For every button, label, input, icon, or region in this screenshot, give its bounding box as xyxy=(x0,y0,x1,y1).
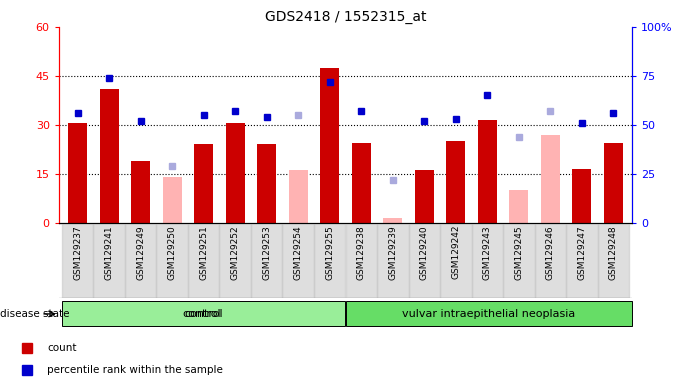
Bar xyxy=(446,141,465,223)
Bar xyxy=(509,190,529,223)
Bar xyxy=(440,223,471,298)
Bar xyxy=(156,223,188,298)
Bar xyxy=(503,223,535,298)
Bar xyxy=(352,143,370,223)
Text: GSM129249: GSM129249 xyxy=(136,225,145,280)
Bar xyxy=(598,223,629,298)
Text: GSM129242: GSM129242 xyxy=(451,225,460,280)
Bar xyxy=(226,123,245,223)
Text: percentile rank within the sample: percentile rank within the sample xyxy=(47,364,223,375)
Text: control: control xyxy=(184,309,223,319)
Text: vulvar intraepithelial neoplasia: vulvar intraepithelial neoplasia xyxy=(402,309,576,319)
Bar xyxy=(251,223,283,298)
Text: GSM129252: GSM129252 xyxy=(231,225,240,280)
Text: disease state: disease state xyxy=(0,309,70,319)
Bar xyxy=(257,144,276,223)
Bar xyxy=(377,223,408,298)
Bar xyxy=(566,223,598,298)
Bar xyxy=(604,143,623,223)
Text: control: control xyxy=(182,309,221,319)
Bar xyxy=(93,223,125,298)
Bar xyxy=(162,177,182,223)
Text: GSM129245: GSM129245 xyxy=(514,225,523,280)
Text: GSM129251: GSM129251 xyxy=(199,225,208,280)
Bar xyxy=(194,144,213,223)
Text: GSM129237: GSM129237 xyxy=(73,225,82,280)
Title: GDS2418 / 1552315_at: GDS2418 / 1552315_at xyxy=(265,10,426,25)
Bar xyxy=(415,170,434,223)
Bar xyxy=(384,218,402,223)
Text: count: count xyxy=(47,343,77,354)
Text: GSM129241: GSM129241 xyxy=(104,225,113,280)
Bar xyxy=(478,120,497,223)
Text: GSM129238: GSM129238 xyxy=(357,225,366,280)
Bar xyxy=(220,223,251,298)
Bar xyxy=(572,169,591,223)
Bar xyxy=(125,223,156,298)
Text: GSM129246: GSM129246 xyxy=(546,225,555,280)
Bar xyxy=(62,301,346,326)
Text: GSM129247: GSM129247 xyxy=(578,225,587,280)
Bar xyxy=(535,223,566,298)
Bar xyxy=(314,223,346,298)
Bar xyxy=(62,223,93,298)
Bar xyxy=(289,170,307,223)
Text: GSM129240: GSM129240 xyxy=(419,225,429,280)
Bar xyxy=(321,68,339,223)
Bar xyxy=(408,223,440,298)
Bar xyxy=(68,123,87,223)
Bar xyxy=(283,223,314,298)
Text: GSM129254: GSM129254 xyxy=(294,225,303,280)
Text: GSM129239: GSM129239 xyxy=(388,225,397,280)
Bar xyxy=(346,223,377,298)
Text: GSM129253: GSM129253 xyxy=(262,225,272,280)
Text: GSM129255: GSM129255 xyxy=(325,225,334,280)
Bar xyxy=(471,223,503,298)
Bar xyxy=(541,135,560,223)
Text: GSM129250: GSM129250 xyxy=(168,225,177,280)
Bar xyxy=(131,161,150,223)
Bar xyxy=(346,301,632,326)
Text: GSM129243: GSM129243 xyxy=(483,225,492,280)
Text: GSM129248: GSM129248 xyxy=(609,225,618,280)
Bar xyxy=(188,223,220,298)
Bar xyxy=(100,89,119,223)
